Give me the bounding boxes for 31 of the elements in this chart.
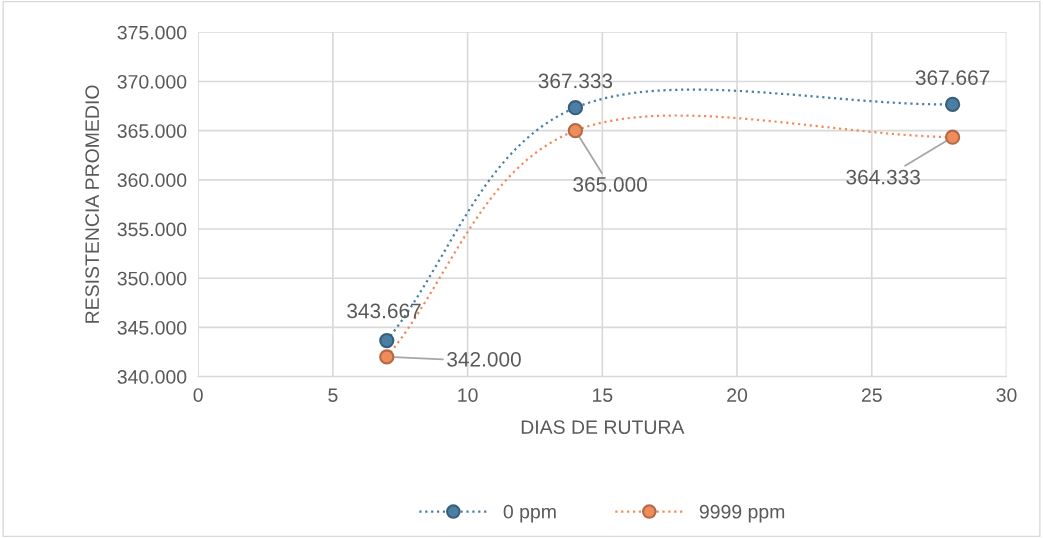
y-tick-label: 360.000 — [117, 173, 187, 188]
y-tick-label: 370.000 — [117, 74, 187, 89]
y-tick-label: 350.000 — [117, 271, 187, 286]
y-axis-title: RESISTENCIA PROMEDIO — [85, 85, 100, 323]
x-tick-label: 25 — [861, 388, 882, 402]
x-axis-title: DIAS DE RUTURA — [521, 420, 685, 435]
x-tick-label: 10 — [458, 388, 478, 402]
data-label: 365.000 — [573, 177, 647, 192]
x-tick-label: 15 — [593, 388, 613, 402]
x-tick-label: 20 — [727, 388, 748, 402]
y-tick-label: 355.000 — [117, 222, 187, 237]
point — [567, 100, 584, 116]
data-label: 367.667 — [915, 70, 990, 86]
point — [944, 96, 961, 113]
data-label: 364.333 — [846, 169, 920, 185]
y-tick-label: 345.000 — [117, 320, 187, 335]
y-tick-label: 375.000 — [117, 25, 187, 40]
legend-label: 9999 ppm — [699, 504, 785, 523]
point — [567, 123, 584, 139]
data-label: 342.000 — [447, 351, 521, 367]
y-tick-label: 340.000 — [117, 370, 187, 384]
point — [379, 349, 395, 365]
x-tick-label: 0 — [193, 388, 203, 402]
data-label: 343.667 — [347, 303, 421, 319]
x-tick-label: 30 — [996, 388, 1017, 402]
legend-label: 0 ppm — [503, 504, 556, 523]
y-tick-label: 365.000 — [117, 124, 187, 138]
point — [944, 129, 961, 145]
data-label: 367.333 — [538, 73, 613, 89]
point — [379, 332, 395, 349]
x-tick-label: 5 — [328, 388, 338, 402]
